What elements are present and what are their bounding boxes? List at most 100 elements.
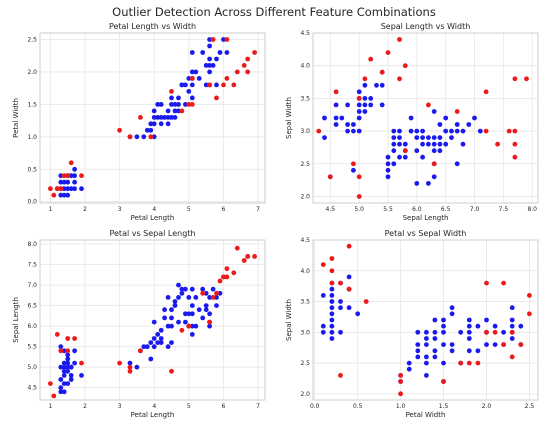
- inlier-point: [408, 115, 414, 121]
- outlier-point: [117, 360, 122, 366]
- inlier-point: [189, 69, 195, 75]
- y-tick-label: 4.0: [300, 63, 310, 70]
- inlier-point: [379, 82, 385, 88]
- outlier-point: [58, 348, 64, 354]
- inlier-point: [72, 360, 77, 366]
- inlier-point: [356, 109, 362, 114]
- inlier-point: [134, 134, 140, 140]
- inlier-point: [61, 368, 67, 374]
- inlier-point: [397, 128, 402, 134]
- inlier-point: [61, 186, 67, 192]
- inlier-point: [61, 348, 67, 354]
- inlier-point: [431, 148, 437, 154]
- y-tick-label: 8.0: [27, 241, 37, 248]
- inlier-point: [68, 186, 74, 192]
- inlier-point: [79, 373, 84, 378]
- inlier-point: [210, 286, 216, 292]
- y-tick-label: 3.0: [300, 329, 310, 336]
- outlier-point: [169, 368, 174, 374]
- x-tick-label: 3: [118, 206, 122, 213]
- inlier-point: [454, 128, 460, 134]
- outlier-point: [397, 76, 402, 82]
- inlier-point: [169, 323, 174, 329]
- subplot-4: 0.0 0.5 1.0 1.5 2.0 2.5 2.0 2.5 3.0 3.5 4.0 4.5 Peta…: [285, 229, 539, 419]
- inlier-point: [424, 329, 429, 335]
- inlier-point: [426, 135, 431, 141]
- inlier-point: [356, 89, 362, 95]
- inlier-point: [484, 342, 489, 347]
- inlier-point: [475, 323, 481, 329]
- y-axis-label: Sepal Width: [285, 299, 293, 341]
- inlier-point: [346, 305, 352, 311]
- y-tick-label: 2.5: [27, 36, 37, 43]
- inlier-point: [186, 295, 192, 300]
- inlier-point: [414, 148, 420, 154]
- outlier-point: [186, 102, 192, 107]
- outlier-point: [58, 186, 64, 192]
- x-tick-label: 1: [48, 206, 52, 213]
- inlier-point: [397, 154, 402, 160]
- inlier-point: [426, 141, 431, 147]
- outlier-point: [501, 280, 506, 286]
- inlier-point: [207, 311, 213, 317]
- x-axis-label: Petal Width: [406, 411, 446, 419]
- outlier-point: [320, 262, 326, 267]
- x-tick-label: 0.0: [310, 403, 320, 410]
- inlier-point: [501, 329, 506, 335]
- inlier-point: [431, 174, 437, 180]
- inlier-point: [186, 311, 192, 317]
- y-tick-label: 1.0: [27, 134, 37, 141]
- inlier-point: [207, 63, 213, 68]
- inlier-point: [414, 181, 420, 186]
- inlier-point: [58, 179, 64, 185]
- inlier-point: [58, 389, 64, 395]
- y-tick-label: 2.5: [300, 360, 310, 367]
- inlier-point: [162, 307, 168, 313]
- inlier-point: [333, 102, 339, 108]
- outlier-point: [65, 336, 71, 341]
- inlier-point: [424, 354, 429, 360]
- x-tick-label: 4.5: [326, 206, 336, 213]
- inlier-point: [345, 128, 350, 134]
- inlier-point: [320, 293, 326, 298]
- y-tick-label: 3.5: [300, 95, 310, 102]
- inlier-point: [385, 154, 391, 160]
- inlier-point: [431, 135, 437, 141]
- inlier-point: [189, 332, 195, 337]
- inlier-point: [72, 186, 77, 192]
- outlier-point: [509, 354, 515, 360]
- outlier-point: [484, 329, 489, 335]
- outlier-point: [210, 37, 216, 42]
- inlier-point: [426, 181, 431, 186]
- outlier-point: [398, 373, 403, 378]
- outlier-point: [316, 128, 322, 134]
- outlier-point: [368, 56, 374, 62]
- inlier-point: [391, 135, 397, 141]
- inlier-point: [214, 295, 219, 300]
- inlier-point: [151, 319, 157, 325]
- inlier-point: [65, 381, 71, 386]
- outlier-point: [241, 258, 247, 263]
- inlier-point: [368, 102, 374, 108]
- outlier-point: [327, 174, 333, 180]
- inlier-point: [449, 342, 455, 347]
- inlier-point: [61, 381, 67, 386]
- x-tick-label: 0.5: [353, 403, 363, 410]
- outlier-point: [333, 89, 339, 95]
- inlier-point: [420, 128, 425, 134]
- outlier-point: [51, 393, 57, 399]
- y-tick-label: 4.5: [27, 385, 37, 392]
- outlier-point: [138, 115, 143, 120]
- inlier-point: [454, 161, 460, 167]
- inlier-point: [207, 323, 213, 329]
- inlier-point: [172, 303, 178, 308]
- inlier-point: [193, 295, 199, 300]
- inlier-point: [437, 122, 443, 127]
- inlier-point: [172, 102, 178, 107]
- x-tick-label: 7: [256, 403, 260, 410]
- outlier-point: [68, 160, 74, 166]
- inlier-point: [127, 360, 133, 366]
- inlier-point: [424, 360, 429, 366]
